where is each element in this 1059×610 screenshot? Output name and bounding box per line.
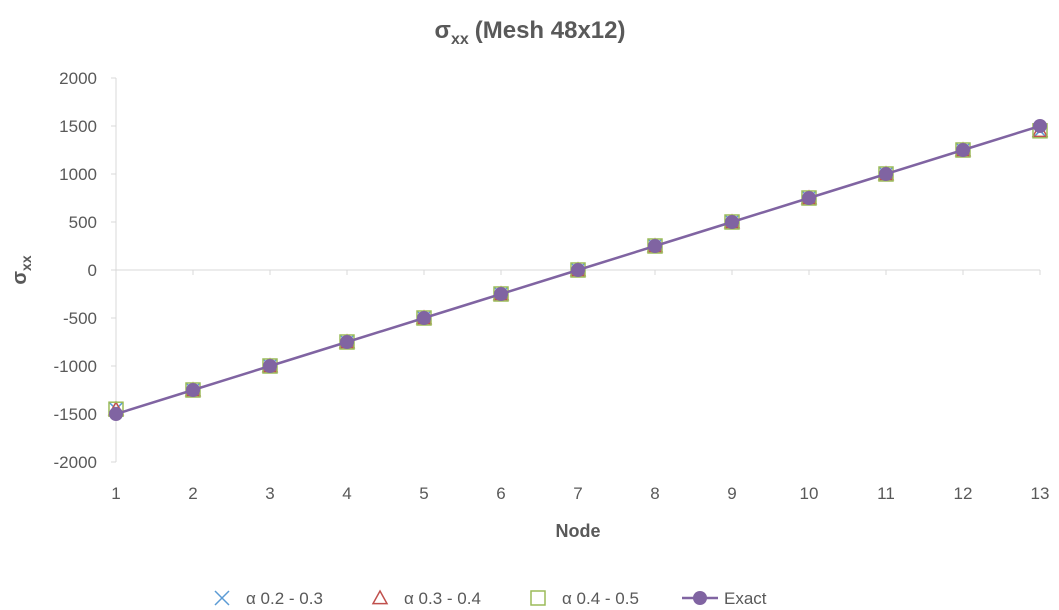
- title-symbol: σ: [435, 17, 451, 44]
- y-tick-label: -1500: [54, 405, 97, 424]
- x-tick-label: 4: [342, 484, 351, 503]
- x-tick-label: 3: [265, 484, 274, 503]
- marker-circle: [340, 335, 354, 349]
- x-tick-label: 7: [573, 484, 582, 503]
- legend-marker: [373, 591, 387, 604]
- y-tick-label: -500: [63, 309, 97, 328]
- x-tick-label: 5: [419, 484, 428, 503]
- title-rest: (Mesh 48x12): [475, 17, 626, 44]
- x-axis-label: Node: [556, 521, 601, 541]
- y-tick-label: 500: [69, 213, 97, 232]
- x-tick-label: 6: [496, 484, 505, 503]
- x-tick-label: 9: [727, 484, 736, 503]
- marker-circle: [802, 191, 816, 205]
- x-tick-label: 12: [954, 484, 973, 503]
- marker-circle: [109, 407, 123, 421]
- marker-circle: [263, 359, 277, 373]
- chart-title: σxx (Mesh 48x12): [435, 17, 626, 48]
- marker-circle: [648, 239, 662, 253]
- x-tick-label: 8: [650, 484, 659, 503]
- marker-circle: [956, 143, 970, 157]
- chart: σxx(Mesh 48x12) σxx Node -2000-1500-1000…: [0, 0, 1059, 610]
- marker-circle: [725, 215, 739, 229]
- y-label-subscript: xx: [18, 255, 34, 271]
- marker-circle: [494, 287, 508, 301]
- y-axis-label: σxx: [9, 255, 34, 284]
- y-tick-label: -2000: [54, 453, 97, 472]
- y-tick-label: 1000: [59, 165, 97, 184]
- legend-label: α 0.4 - 0.5: [562, 589, 639, 608]
- y-tick-label: -1000: [54, 357, 97, 376]
- marker-circle: [879, 167, 893, 181]
- marker-circle: [417, 311, 431, 325]
- legend-label: α 0.2 - 0.3: [246, 589, 323, 608]
- legend-marker: [693, 591, 707, 605]
- y-tick-label: 2000: [59, 69, 97, 88]
- x-tick-label: 10: [800, 484, 819, 503]
- y-label-symbol: σ: [9, 271, 31, 285]
- x-tick-label: 11: [877, 484, 895, 503]
- marker-circle: [186, 383, 200, 397]
- legend-marker: [215, 591, 229, 605]
- legend-marker: [531, 591, 545, 605]
- x-tick-label: 13: [1031, 484, 1050, 503]
- y-tick-label: 0: [88, 261, 97, 280]
- x-tick-label: 1: [111, 484, 120, 503]
- marker-circle: [1033, 119, 1047, 133]
- x-tick-label: 2: [188, 484, 197, 503]
- title-subscript: xx: [451, 31, 469, 48]
- legend-label: α 0.3 - 0.4: [404, 589, 481, 608]
- legend-label: Exact: [724, 589, 767, 608]
- y-tick-label: 1500: [59, 117, 97, 136]
- marker-circle: [571, 263, 585, 277]
